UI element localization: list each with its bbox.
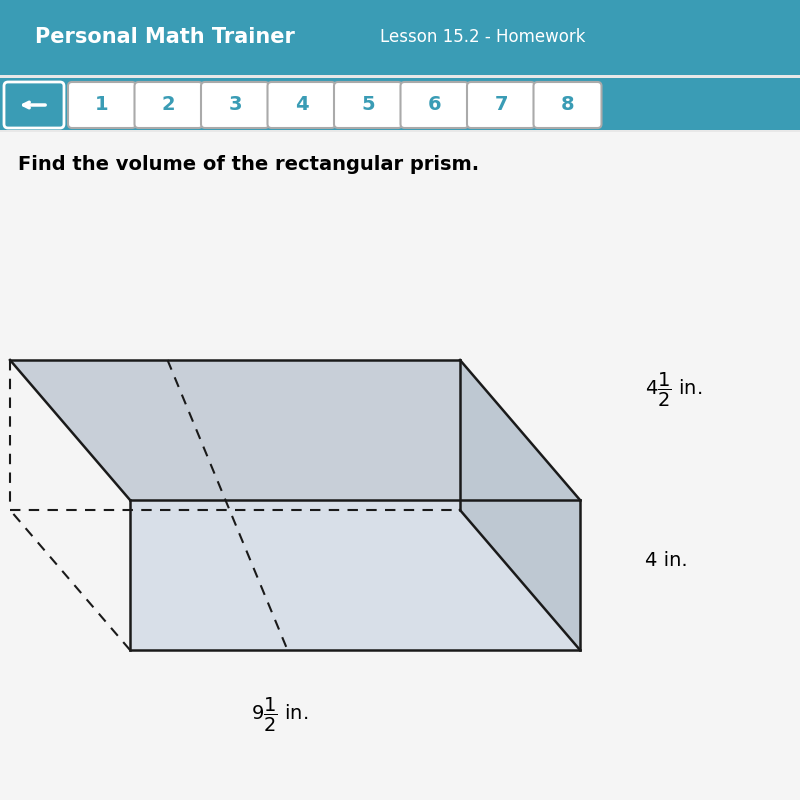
FancyBboxPatch shape — [134, 82, 202, 128]
FancyBboxPatch shape — [401, 82, 469, 128]
FancyBboxPatch shape — [467, 82, 535, 128]
Text: 3: 3 — [228, 94, 242, 114]
Text: 1: 1 — [95, 94, 109, 114]
FancyBboxPatch shape — [0, 0, 800, 75]
Polygon shape — [10, 360, 580, 500]
FancyBboxPatch shape — [0, 78, 800, 130]
FancyBboxPatch shape — [0, 132, 800, 800]
FancyBboxPatch shape — [334, 82, 402, 128]
Text: Lesson 15.2 - Homework: Lesson 15.2 - Homework — [380, 28, 586, 46]
Text: 4: 4 — [294, 94, 308, 114]
Text: $4\dfrac{1}{2}$ in.: $4\dfrac{1}{2}$ in. — [645, 371, 702, 409]
Text: 7: 7 — [494, 94, 508, 114]
FancyBboxPatch shape — [201, 82, 269, 128]
Text: 6: 6 — [428, 94, 442, 114]
Text: Find the volume of the rectangular prism.: Find the volume of the rectangular prism… — [18, 155, 479, 174]
FancyBboxPatch shape — [534, 82, 602, 128]
Text: 8: 8 — [561, 94, 574, 114]
Text: 5: 5 — [361, 94, 375, 114]
FancyBboxPatch shape — [4, 82, 64, 128]
FancyBboxPatch shape — [68, 82, 136, 128]
Text: $9\dfrac{1}{2}$ in.: $9\dfrac{1}{2}$ in. — [251, 696, 309, 734]
FancyBboxPatch shape — [267, 82, 335, 128]
Polygon shape — [460, 360, 580, 650]
Text: 2: 2 — [162, 94, 175, 114]
Text: Personal Math Trainer: Personal Math Trainer — [35, 27, 295, 47]
Text: 4 in.: 4 in. — [645, 550, 688, 570]
Polygon shape — [130, 500, 580, 650]
